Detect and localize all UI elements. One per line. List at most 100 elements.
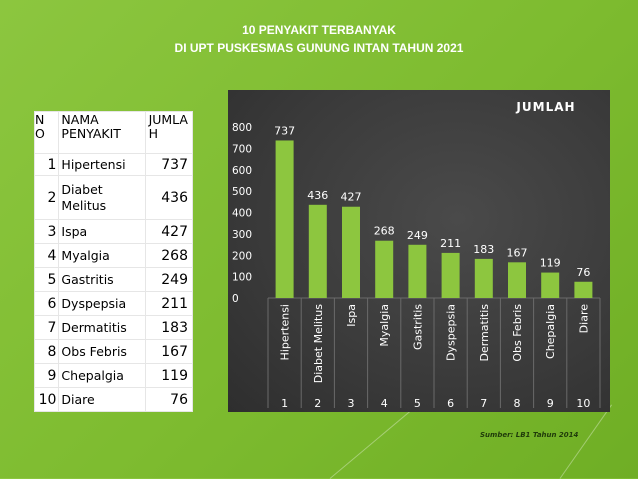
bar [574,281,593,298]
x-tick-label: Hipertensi [279,304,292,360]
table-cell-name: Obs Febris [58,339,146,364]
table-row: 6 Dyspepsia 211 [33,291,194,316]
data-label: 249 [407,229,428,242]
decorative-line [559,404,613,479]
table-cell-no: 7 [33,315,60,340]
y-tick-label: 800 [232,122,252,134]
x-number-label: 5 [414,397,421,410]
x-number-label: 10 [576,397,590,410]
table-row: 4 Myalgia 268 [33,243,194,268]
x-tick-label: Diabet Melitus [312,304,325,383]
table-cell-no: 6 [33,291,60,316]
table-cell-name: Ispa [58,219,146,244]
bar [508,262,526,298]
table-cell-value: 183 [144,315,194,340]
table-cell-value: 249 [144,267,194,292]
table-cell-name: Gastritis [58,267,146,292]
table-cell-value: 119 [144,363,194,388]
table-cell-value: 427 [144,219,194,244]
table-cell-no: 3 [33,219,60,244]
table-cell-no: 2 [33,175,60,220]
x-tick-label: Ispa [345,304,358,327]
bar [541,272,560,298]
table-cell-value: 167 [144,339,194,364]
x-tick-label: Obs Febris [511,304,524,362]
data-label: 737 [274,124,295,137]
bar [342,206,360,298]
table-row: 1 Hipertensi 737 [33,153,194,176]
disease-table: N O NAMA PENYAKIT JUMLA H 1 Hipertensi 737… [33,111,194,412]
bar-chart: JUMLAH 0 100 200 300 400 500 600 700 800 737 Hipert… [232,100,601,410]
table-cell-no: 9 [33,363,60,388]
data-label: 167 [507,246,528,259]
chart-title: JUMLAH [515,100,575,114]
table-row: 8 Obs Febris 167 [33,339,194,364]
y-tick-label: 500 [232,186,252,198]
table-cell-name: Diabet Melitus [58,175,146,220]
table-cell-value: 737 [144,153,194,176]
x-number-label: 1 [281,397,288,410]
y-tick-label: 200 [232,250,252,262]
table-cell-name: Diare [58,387,146,412]
bar [441,252,460,298]
y-tick-label: 100 [232,272,252,284]
table-row: 5 Gastritis 249 [33,267,194,292]
data-label: 119 [540,257,561,270]
table-cell-name: Dyspepsia [58,291,146,316]
title-line-1: 10 PENYAKIT TERBANYAK [242,23,396,37]
y-tick-label: 0 [232,293,239,305]
table-cell-no: 5 [33,267,60,292]
y-tick-label: 700 [232,143,252,155]
y-tick-label: 300 [232,229,252,241]
table-cell-value: 211 [144,291,194,316]
table-cell-value: 268 [144,243,194,268]
x-tick-label: Diare [577,304,590,334]
chart-panel: JUMLAH 0 100 200 300 400 500 600 700 800 737 Hipert… [228,90,610,412]
data-label: 76 [576,266,590,279]
bar [474,258,493,298]
x-tick-label: Chepalgia [544,304,557,359]
table-cell-name: Hipertensi [58,153,146,176]
data-label: 427 [341,191,362,204]
bar [408,244,427,298]
data-label: 211 [440,237,461,250]
table-row: 2 Diabet Melitus 436 [33,175,194,220]
table-cell-value: 436 [144,175,194,220]
table-cell-name: Dermatitis [58,315,146,340]
data-label: 268 [374,225,395,238]
table-cell-name: Myalgia [58,243,146,268]
title-line-2: DI UPT PUSKESMAS GUNUNG INTAN TAHUN 2021 [174,41,464,55]
table-cell-no: 1 [33,153,60,176]
x-number-label: 9 [547,397,554,410]
header-value: JUMLA H [144,111,194,154]
bar [275,140,294,298]
table-row: 10 Diare 76 [33,387,194,412]
bar [308,204,327,298]
source-note: Sumber: LB1 Tahun 2014 [480,431,579,439]
x-number-label: 7 [480,397,487,410]
x-number-label: 2 [314,397,321,410]
bar [375,240,394,298]
table-row: 3 Ispa 427 [33,219,194,244]
x-number-label: 3 [348,397,355,410]
x-number-label: 6 [447,397,454,410]
x-tick-label: Gastritis [411,304,424,350]
table-header-row: N O NAMA PENYAKIT JUMLA H [33,111,194,154]
table-cell-value: 76 [144,387,194,412]
table-cell-no: 4 [33,243,60,268]
header-no: N O [33,111,60,154]
data-label: 436 [307,189,328,202]
x-tick-label: Dermatitis [478,304,491,362]
y-tick-label: 400 [232,208,252,220]
x-number-label: 8 [514,397,521,410]
table-cell-name: Chepalgia [58,363,146,388]
header-name: NAMA PENYAKIT [58,111,146,154]
data-label: 183 [473,243,494,256]
table-cell-no: 8 [33,339,60,364]
x-tick-label: Myalgia [378,304,391,347]
table-cell-no: 10 [33,387,60,412]
x-number-label: 4 [381,397,388,410]
x-tick-label: Dyspepsia [445,304,458,361]
y-tick-label: 600 [232,165,252,177]
table-row: 7 Dermatitis 183 [33,315,194,340]
